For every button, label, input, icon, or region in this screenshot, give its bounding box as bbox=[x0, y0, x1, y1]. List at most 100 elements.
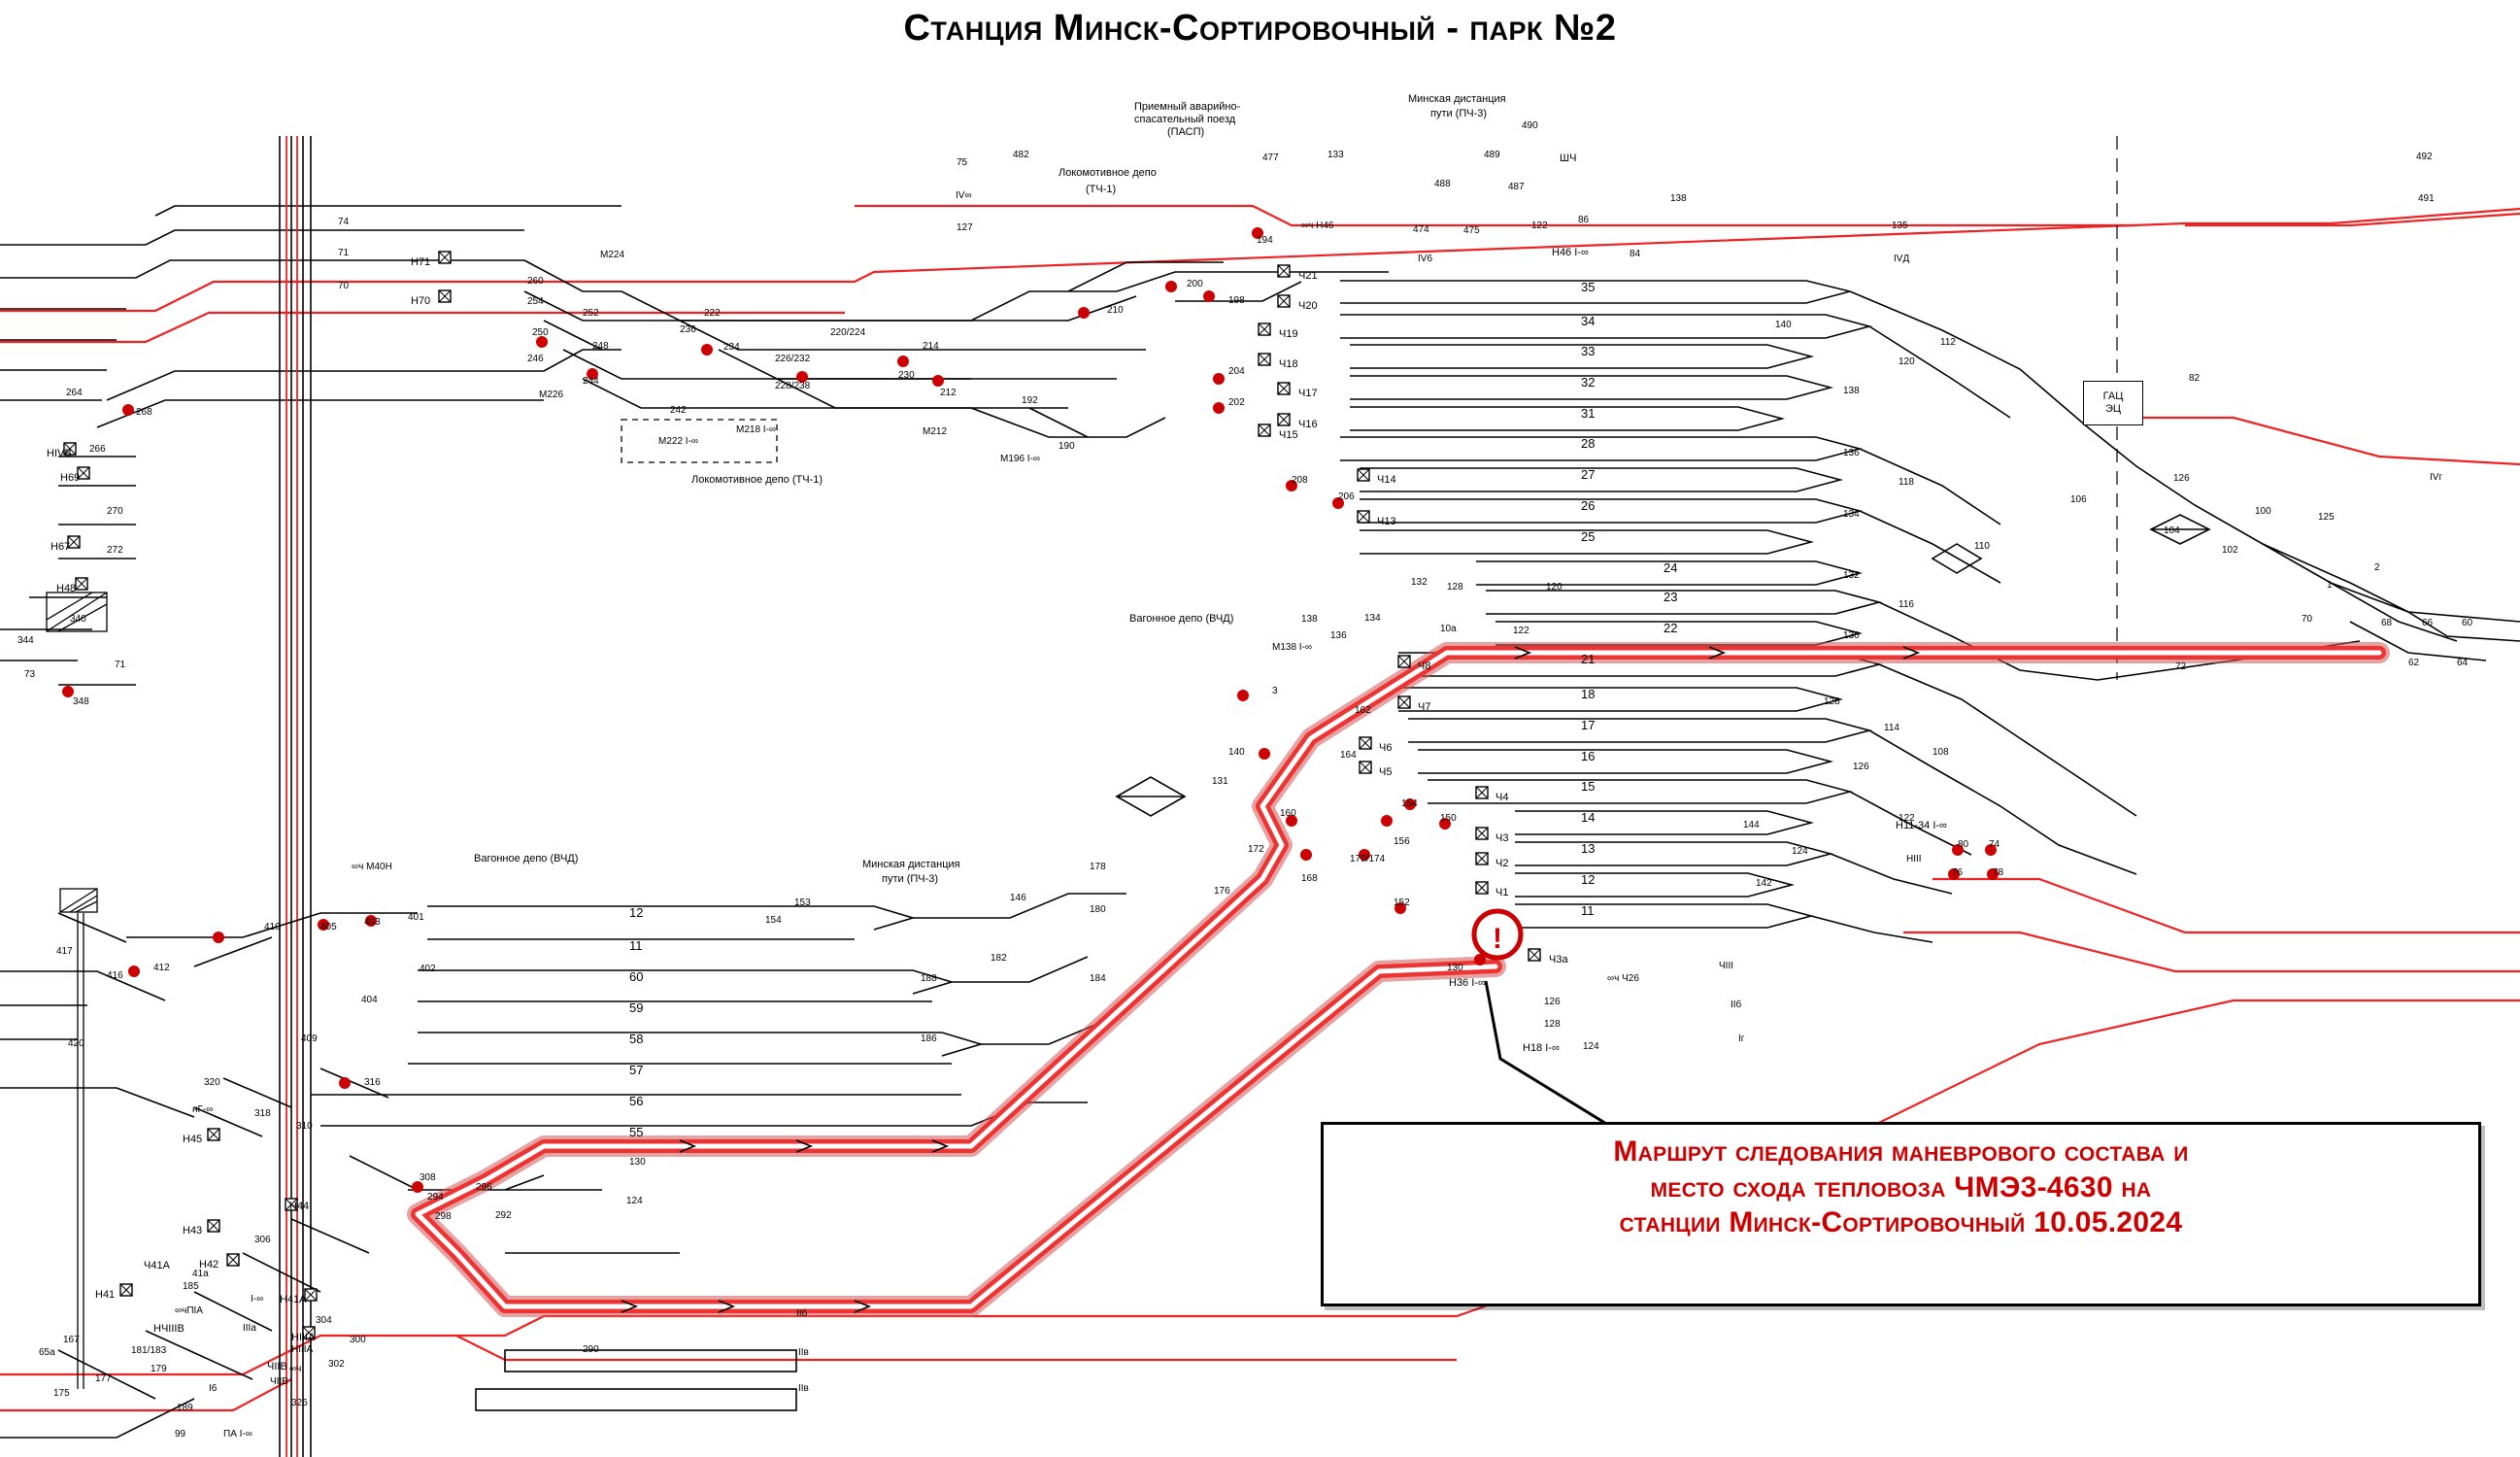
switch-number-label: 244 bbox=[583, 376, 599, 387]
track-number-label: 58 bbox=[629, 1032, 644, 1046]
facility-label: Приемный аварийно- bbox=[1134, 101, 1241, 113]
switch-number-label: 344 bbox=[17, 635, 34, 646]
switch-number-label: ПА I-∞ bbox=[223, 1429, 252, 1440]
switch-number-label: 236 bbox=[680, 324, 696, 335]
switch-number-label: 164 bbox=[1340, 750, 1357, 761]
switch-number-label: 212 bbox=[940, 388, 957, 398]
switch-number-label: 252 bbox=[583, 308, 599, 319]
signal-label: Ч15 bbox=[1279, 429, 1298, 441]
switch-number-label: 10а bbox=[1440, 624, 1457, 634]
switch-number-label: 68 bbox=[2381, 618, 2393, 628]
track-number-label: 31 bbox=[1581, 406, 1596, 421]
switch-number-label: 308 bbox=[420, 1172, 436, 1183]
signal-label: Ч41А bbox=[144, 1260, 170, 1271]
facility-label: ШЧ bbox=[1560, 152, 1577, 164]
switch-number-label: IVг bbox=[2430, 472, 2443, 483]
switch-number-label: 156 bbox=[1394, 836, 1410, 847]
signal-label: Н42 bbox=[199, 1259, 219, 1271]
track-number-label: 25 bbox=[1581, 529, 1596, 544]
track-number-label: 59 bbox=[629, 1000, 644, 1015]
switch-number-label: 144 bbox=[1743, 820, 1760, 830]
switch-number-label: 146 bbox=[1010, 893, 1026, 903]
switch-number-label: I6 bbox=[209, 1383, 218, 1394]
switch-number-label: 132 bbox=[1843, 570, 1860, 581]
switch-number-label: 403 bbox=[364, 917, 381, 928]
switch-number-label: 154 bbox=[765, 915, 782, 926]
switch-number-label: 190 bbox=[1058, 441, 1075, 452]
switch-number-label: ∞ч Ч26 bbox=[1607, 973, 1639, 984]
switch-number-label: 126 bbox=[1853, 762, 1869, 772]
track-number-label: 14 bbox=[1581, 810, 1596, 825]
switch-number-label: 410 bbox=[264, 922, 281, 932]
switch-number-label: 242 bbox=[670, 405, 687, 416]
switch-number-label: 131 bbox=[1212, 776, 1228, 787]
switch-number-label: 71 bbox=[115, 660, 126, 670]
switch-number-label: 412 bbox=[153, 963, 170, 973]
switch-number-label: 86 bbox=[1578, 215, 1590, 225]
switch-number-label: 110 bbox=[1974, 541, 1990, 552]
signal-label: Н43 bbox=[183, 1225, 203, 1237]
switch-number-label: 70 bbox=[338, 281, 350, 291]
switch-number-label: 132 bbox=[1411, 577, 1428, 588]
switch-number-label: ∞ч bbox=[289, 1364, 302, 1374]
switch-number-label: М222 I-∞ bbox=[658, 436, 699, 447]
signal-label: Н44 bbox=[289, 1201, 310, 1212]
signal-label: Н70 bbox=[411, 295, 431, 307]
switch-number-label: 124 bbox=[1792, 846, 1808, 857]
switch-number-label: 264 bbox=[66, 388, 83, 398]
signal-label: Н48 bbox=[56, 583, 77, 594]
switch-number-label: 182 bbox=[991, 953, 1007, 964]
switch-number-label: ∞чПIА bbox=[175, 1305, 203, 1316]
switch-number-label: 3 bbox=[1272, 686, 1278, 696]
switch-number-label: М138 I-∞ bbox=[1272, 642, 1313, 653]
signal-label: Н45 bbox=[183, 1134, 203, 1145]
switch-number-label: 138 bbox=[1301, 614, 1318, 625]
derailment-marker: ! bbox=[1471, 908, 1524, 961]
switch-number-label: 73 bbox=[24, 669, 36, 680]
callout-box: Маршрут следования маневрового состава и… bbox=[1321, 1122, 2481, 1306]
signal-label: Ч6 bbox=[1379, 742, 1393, 754]
switch-number-label: 409 bbox=[301, 1033, 318, 1044]
switch-number-label: 405 bbox=[320, 922, 337, 932]
switch-number-label: НIIIА bbox=[291, 1344, 314, 1355]
switch-number-label: 200 bbox=[1187, 279, 1203, 289]
switch-number-label: 153 bbox=[794, 898, 811, 908]
track-number-label: 23 bbox=[1663, 590, 1678, 604]
switch-number-label: 128 bbox=[1544, 1019, 1561, 1030]
switch-number-label: IV6 bbox=[1418, 254, 1433, 264]
switch-number-label: 74 bbox=[338, 217, 350, 227]
switch-number-label: 180 bbox=[1090, 904, 1106, 915]
switch-number-label: 167 bbox=[63, 1335, 80, 1345]
signal-label: Ч5 bbox=[1379, 766, 1393, 778]
track-number-label: 12 bbox=[1581, 872, 1596, 887]
switch-number-label: 122 bbox=[1898, 813, 1915, 824]
switch-number-label: М224 bbox=[600, 250, 625, 260]
signal-label: Ч20 bbox=[1298, 300, 1318, 312]
switch-number-label: 134 bbox=[1364, 613, 1381, 624]
callout-line-2-c: на bbox=[2112, 1170, 2152, 1203]
switch-number-label: 246 bbox=[527, 354, 544, 364]
switch-number-label: 320 bbox=[204, 1077, 220, 1088]
switch-number-label: 198 bbox=[1228, 295, 1245, 306]
switch-number-label: 234 bbox=[723, 342, 740, 353]
switch-number-label: 318 bbox=[254, 1108, 271, 1119]
switch-number-label: 124 bbox=[626, 1196, 643, 1206]
facility-label: Вагонное депо (ВЧД) bbox=[474, 853, 579, 864]
switch-number-label: 130 bbox=[1843, 630, 1860, 641]
track-number-label: 11 bbox=[629, 938, 643, 953]
signal-label: ЧIIВ bbox=[267, 1361, 287, 1372]
switch-number-label: ЧIII bbox=[1719, 961, 1733, 971]
switch-number-label: 181/183 bbox=[131, 1345, 167, 1356]
switch-number-label: 189 bbox=[177, 1403, 193, 1413]
switch-number-label: 168 bbox=[1301, 873, 1318, 884]
signal-label: НIVB bbox=[47, 448, 72, 459]
switch-number-label: IIв bbox=[798, 1383, 809, 1394]
track-number-label: 32 bbox=[1581, 375, 1596, 390]
switch-number-label: 202 bbox=[1228, 397, 1245, 408]
switch-number-label: 122 bbox=[1531, 220, 1548, 231]
switch-number-label: 142 bbox=[1756, 878, 1772, 889]
signal-label: Ч3а bbox=[1549, 954, 1568, 966]
switch-number-label: 254 bbox=[527, 296, 544, 307]
facility-label: пути (ПЧ-3) bbox=[882, 873, 939, 885]
switch-number-label: 104 bbox=[2164, 525, 2180, 536]
